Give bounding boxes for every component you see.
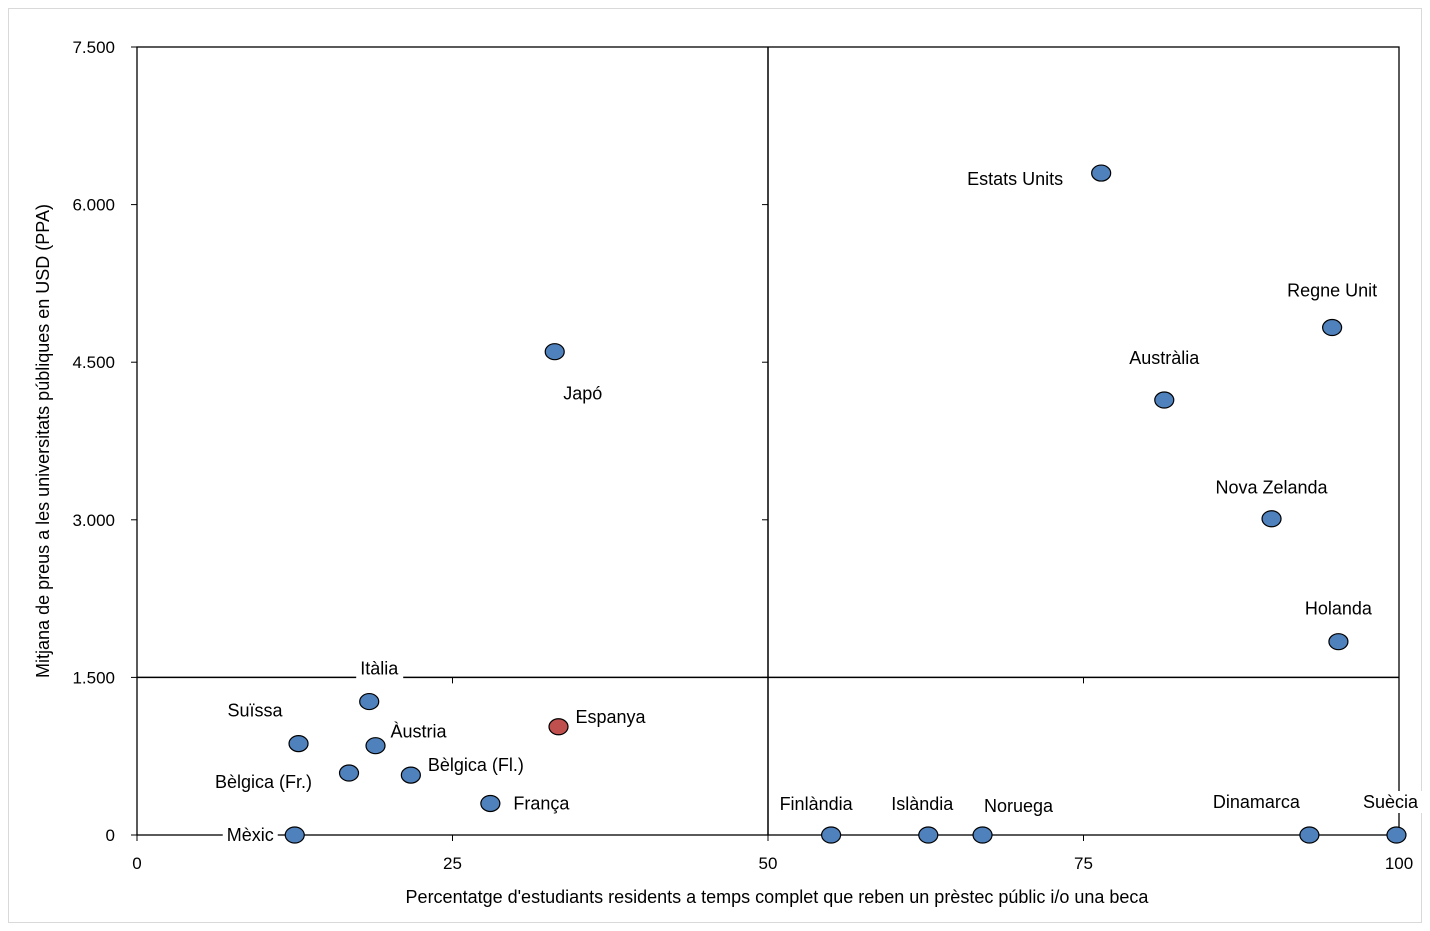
data-label: Nova Zelanda	[1215, 478, 1328, 498]
data-label: Àustria	[391, 722, 448, 742]
data-point	[544, 343, 565, 361]
data-label-background	[356, 657, 404, 680]
data-point	[918, 826, 939, 844]
data-label-background	[1125, 347, 1205, 370]
data-label-background	[423, 754, 528, 777]
data-label-background	[963, 168, 1068, 191]
data-label: Bèlgica (Fr.)	[215, 772, 312, 792]
data-point	[1261, 510, 1282, 528]
data-point	[359, 692, 380, 711]
data-point	[548, 718, 569, 736]
data-point	[1154, 391, 1175, 409]
x-tick-label: 75	[1074, 854, 1093, 873]
y-tick-label: 7.500	[72, 38, 115, 57]
data-labels: Estats Units Regne Unit Austràlia Nova Zela…	[210, 168, 1423, 846]
data-point	[1299, 826, 1320, 844]
data-label: Japó	[563, 384, 602, 404]
data-label-background	[1300, 597, 1377, 620]
data-label-background	[571, 705, 651, 728]
data-label-background	[386, 720, 452, 743]
data-label: Estats Units	[967, 169, 1063, 189]
data-label-background	[775, 793, 858, 815]
data-label: Holanda	[1305, 599, 1373, 619]
data-point	[480, 794, 501, 813]
data-label-background	[509, 792, 575, 815]
data-label-background	[222, 824, 278, 846]
data-label-background	[1211, 476, 1333, 499]
data-label: Austràlia	[1129, 348, 1200, 368]
x-tick-label: 50	[759, 854, 778, 873]
x-tick-label: 25	[443, 854, 462, 873]
y-axis: 0 1.500 3.000 4.500 6.000 7.500	[72, 38, 768, 845]
y-tick-label: 0	[106, 826, 115, 845]
data-label-background	[887, 793, 959, 815]
x-tick-label: 100	[1385, 854, 1413, 873]
data-point	[365, 737, 386, 755]
data-label: Itàlia	[360, 659, 399, 679]
y-tick-label: 4.500	[72, 353, 115, 372]
data-label: Suïssa	[228, 701, 284, 721]
data-point	[284, 826, 305, 844]
y-tick-label: 6.000	[72, 196, 115, 215]
data-point	[1328, 633, 1349, 651]
data-label: Noruega	[984, 796, 1054, 816]
data-label-background	[559, 382, 607, 405]
x-axis-title: Percentatge d'estudiants residents a tem…	[406, 887, 1150, 907]
data-label: Islàndia	[891, 794, 954, 814]
data-label: Finlàndia	[780, 794, 854, 814]
data-label: Espanya	[576, 707, 647, 727]
chart-frame	[8, 8, 1422, 923]
data-point	[338, 764, 360, 782]
data-label: Regne Unit	[1287, 281, 1377, 301]
data-label: Mèxic	[227, 825, 274, 845]
data-label-background	[1358, 791, 1423, 813]
data-point	[1322, 318, 1343, 337]
y-axis-title: Mitjana de preus a les universitats públ…	[33, 204, 53, 678]
x-tick-label: 0	[132, 854, 141, 873]
data-label: França	[513, 793, 570, 813]
data-label-background	[223, 699, 288, 722]
data-label: Suècia	[1363, 792, 1419, 812]
y-tick-label: 1.500	[72, 668, 115, 687]
data-label-background	[980, 795, 1059, 817]
x-axis: 0 25 50 75 100	[132, 677, 1413, 873]
data-point	[1386, 826, 1407, 844]
data-point	[1091, 164, 1112, 182]
data-label: Dinamarca	[1213, 792, 1301, 812]
data-point	[400, 766, 421, 784]
data-point	[972, 826, 993, 844]
data-label: Bèlgica (Fl.)	[428, 755, 524, 775]
data-label-background	[1283, 279, 1382, 302]
data-point	[288, 734, 309, 753]
data-point	[820, 826, 842, 844]
y-tick-label: 3.000	[72, 511, 115, 530]
data-label-background	[210, 771, 317, 794]
data-label-background	[1208, 791, 1305, 813]
data-points	[284, 164, 1407, 844]
